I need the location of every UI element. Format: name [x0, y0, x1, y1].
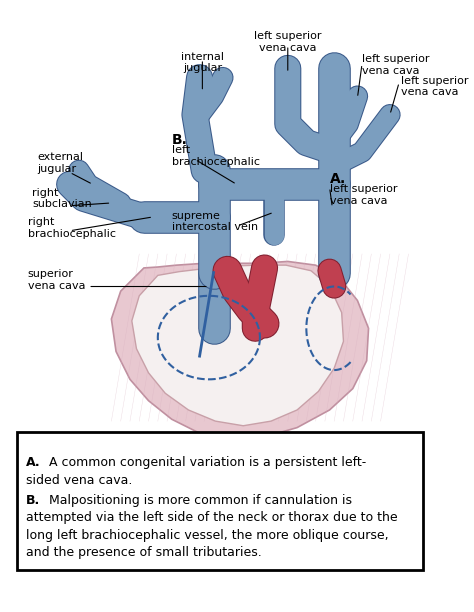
- Polygon shape: [132, 265, 344, 426]
- Text: internal
jugular: internal jugular: [181, 51, 224, 73]
- Text: long left brachiocephalic vessel, the more oblique course,: long left brachiocephalic vessel, the mo…: [26, 529, 389, 542]
- Text: A.: A.: [329, 173, 346, 186]
- Text: left superior
vena cava: left superior vena cava: [401, 76, 468, 97]
- Text: and the presence of small tributaries.: and the presence of small tributaries.: [26, 547, 262, 559]
- Text: B.: B.: [172, 133, 188, 147]
- Text: left
brachiocephalic: left brachiocephalic: [172, 146, 260, 167]
- Text: superior
vena cava: superior vena cava: [28, 269, 85, 291]
- Polygon shape: [111, 261, 369, 439]
- Text: left superior
vena cava: left superior vena cava: [329, 184, 397, 206]
- Bar: [0, 22, 440, 384]
- Text: left superior
vena cava: left superior vena cava: [254, 31, 321, 53]
- Text: left superior
vena cava: left superior vena cava: [362, 54, 429, 76]
- Bar: [17, 432, 423, 570]
- Text: B.: B.: [26, 493, 40, 507]
- Text: A.: A.: [26, 457, 41, 469]
- Text: supreme
intercostal vein: supreme intercostal vein: [172, 211, 258, 233]
- Text: sided vena cava.: sided vena cava.: [26, 474, 132, 487]
- Text: external
jugular: external jugular: [37, 152, 83, 174]
- Text: attempted via the left side of the neck or thorax due to the: attempted via the left side of the neck …: [26, 511, 398, 524]
- Text: right
brachiocephalic: right brachiocephalic: [28, 217, 116, 239]
- Text: Malpositioning is more common if cannulation is: Malpositioning is more common if cannula…: [45, 493, 352, 507]
- Text: right
subclavian: right subclavian: [33, 187, 92, 209]
- Text: A common congenital variation is a persistent left-: A common congenital variation is a persi…: [45, 457, 366, 469]
